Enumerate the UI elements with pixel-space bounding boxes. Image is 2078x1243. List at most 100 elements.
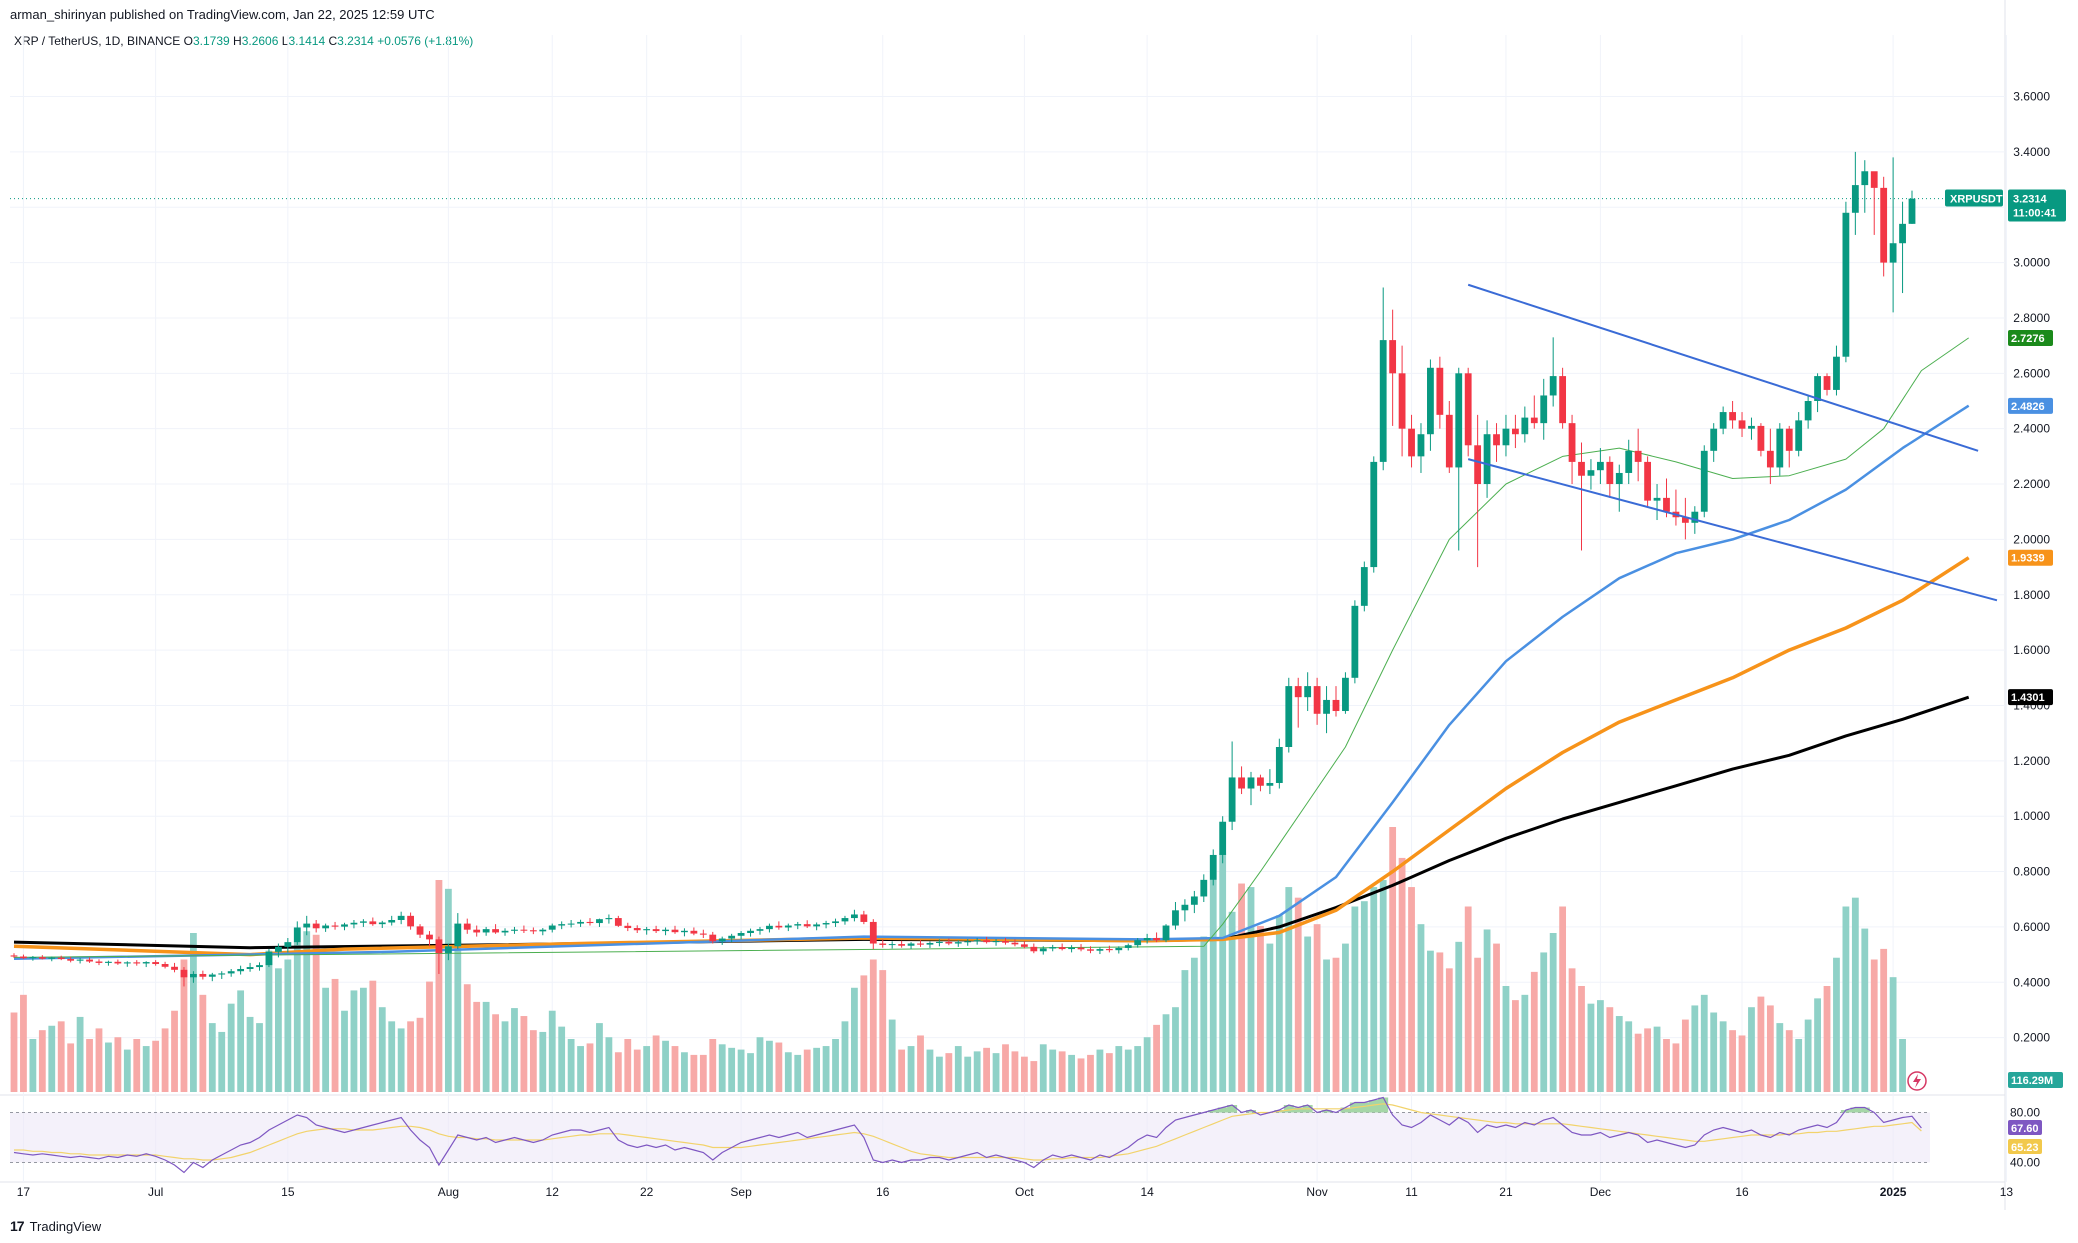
candle-body bbox=[1851, 185, 1859, 213]
candle-body bbox=[218, 973, 226, 975]
volume-bar bbox=[945, 1053, 953, 1092]
candle-body bbox=[709, 934, 717, 942]
candle-body bbox=[1578, 461, 1585, 476]
candle-body bbox=[1880, 187, 1888, 263]
volume-bar bbox=[20, 994, 27, 1092]
candle-body bbox=[1899, 223, 1906, 244]
volume-bar bbox=[699, 1054, 707, 1092]
candle-body bbox=[133, 962, 141, 964]
candle-body bbox=[180, 969, 188, 978]
price-tag-bg bbox=[2008, 397, 2053, 414]
candle-body bbox=[152, 962, 160, 965]
candle-body bbox=[1200, 879, 1208, 897]
candle-body bbox=[766, 925, 773, 930]
candle-body bbox=[454, 923, 462, 947]
candle-body bbox=[548, 925, 556, 930]
candle-body bbox=[681, 930, 688, 933]
volume-bar bbox=[1502, 986, 1510, 1092]
ma-black-line bbox=[13, 695, 1970, 950]
volume-bar bbox=[917, 1035, 924, 1092]
candle-body bbox=[511, 929, 518, 931]
candle-body bbox=[123, 962, 131, 964]
volume-bar bbox=[756, 1037, 764, 1092]
candle-body bbox=[190, 973, 197, 978]
candle-body bbox=[492, 929, 499, 933]
candle-body bbox=[1049, 947, 1057, 949]
candle-body bbox=[633, 928, 641, 931]
last-price-tag: 3.2314 bbox=[2013, 194, 2048, 206]
volume-bar bbox=[1540, 952, 1548, 1092]
volume-bar bbox=[567, 1039, 575, 1092]
volume-bar bbox=[1039, 1044, 1047, 1092]
candle-body bbox=[605, 918, 613, 920]
y-tick-label: 2.8000 bbox=[2013, 311, 2050, 325]
candle-body bbox=[1776, 428, 1784, 468]
candle-body bbox=[1304, 686, 1312, 698]
volume-bar bbox=[841, 1021, 849, 1092]
volume-bar bbox=[1389, 827, 1397, 1092]
volume-bar bbox=[1795, 1039, 1803, 1092]
volume-bar bbox=[1681, 1019, 1689, 1092]
candle-body bbox=[577, 921, 584, 924]
tradingview-brand[interactable]: 17 TradingView bbox=[10, 1218, 101, 1234]
volume-bar bbox=[1162, 1014, 1170, 1092]
price-tag-text: 2.7276 bbox=[2011, 333, 2045, 345]
volume-bar bbox=[832, 1039, 839, 1092]
volume-bar bbox=[1020, 1056, 1028, 1092]
candle-body bbox=[331, 925, 339, 927]
volume-bar bbox=[596, 1023, 603, 1092]
candle-body bbox=[1908, 198, 1916, 224]
candle-body bbox=[1417, 434, 1425, 457]
volume-bar bbox=[331, 978, 339, 1092]
volume-bar bbox=[246, 1016, 254, 1092]
candle-body bbox=[378, 922, 386, 925]
candle-body bbox=[227, 971, 235, 974]
candle-body bbox=[1020, 944, 1028, 947]
volume-bar bbox=[322, 987, 330, 1092]
volume-bar bbox=[199, 994, 207, 1092]
candle-body bbox=[1615, 472, 1623, 485]
candle-body bbox=[964, 941, 972, 943]
candle-body bbox=[1738, 420, 1746, 429]
candle-body bbox=[482, 929, 490, 933]
candle-body bbox=[293, 927, 301, 943]
volume-bar bbox=[1436, 952, 1444, 1092]
volume-bar bbox=[1068, 1054, 1075, 1092]
candle-body bbox=[784, 925, 792, 928]
volume-bar bbox=[964, 1056, 972, 1092]
volume-bar bbox=[813, 1047, 821, 1092]
x-tick-label: 17 bbox=[17, 1185, 31, 1199]
candle-body bbox=[48, 957, 56, 959]
volume-bar bbox=[1474, 957, 1482, 1092]
candle-body bbox=[1408, 428, 1415, 457]
y-tick-label: 3.6000 bbox=[2013, 90, 2050, 104]
volume-bar bbox=[1785, 1030, 1793, 1092]
open-value: 3.1739 bbox=[192, 34, 230, 48]
volume-tag: 116.29M bbox=[2008, 1072, 2063, 1088]
volume-bar bbox=[1615, 1016, 1623, 1092]
x-tick-label: Dec bbox=[1590, 1185, 1611, 1199]
candle-body bbox=[1219, 821, 1227, 855]
volume-bar bbox=[426, 981, 433, 1092]
volume-bar bbox=[274, 968, 282, 1092]
volume-bar bbox=[444, 888, 452, 1092]
candle-body bbox=[208, 974, 216, 977]
y-tick-label: 2.0000 bbox=[2013, 532, 2050, 546]
volume-bar bbox=[539, 1031, 547, 1092]
volume-bar bbox=[1766, 1005, 1774, 1092]
candle-body bbox=[256, 965, 263, 968]
volume-bar bbox=[1275, 915, 1283, 1092]
candle-body bbox=[1436, 367, 1444, 415]
volume-bar bbox=[737, 1049, 745, 1092]
candle-body bbox=[105, 961, 112, 963]
volume-bar bbox=[463, 984, 471, 1092]
x-tick-label: 11 bbox=[1405, 1185, 1418, 1199]
volume-bar bbox=[171, 1010, 178, 1092]
y-tick-label: 2.2000 bbox=[2013, 477, 2050, 491]
volume-bar bbox=[284, 959, 292, 1092]
volume-bar bbox=[1417, 924, 1425, 1092]
volume-bar bbox=[180, 959, 188, 1092]
volume-bar bbox=[1738, 1035, 1746, 1092]
tradingview-logo-icon: 17 bbox=[10, 1218, 25, 1234]
